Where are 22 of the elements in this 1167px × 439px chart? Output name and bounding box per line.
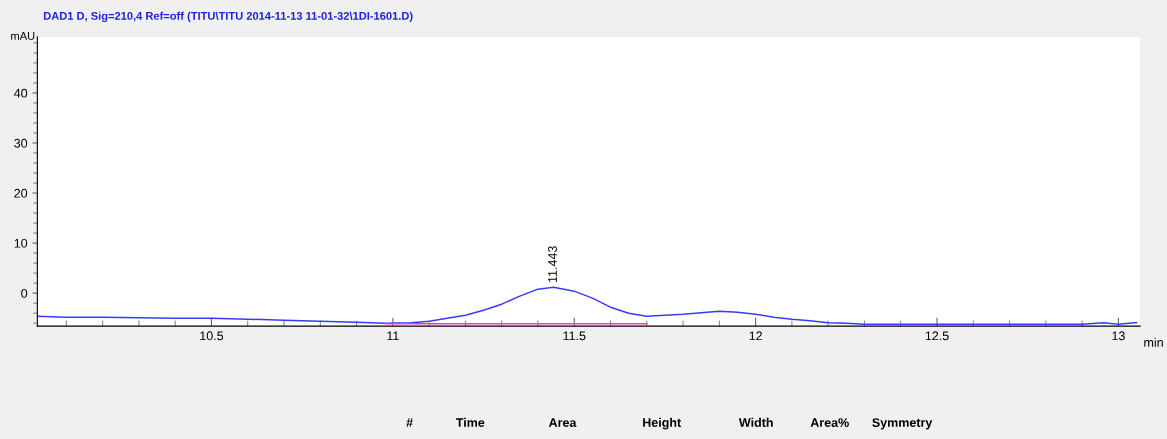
x-tick-label: 11.5 — [563, 331, 586, 341]
x-axis-title: min — [1144, 337, 1163, 347]
text: Time — [455, 417, 485, 427]
chart-title: DAD1 D, Sig=210,4 Ref=off (TITU\TITU 2014-11-13 11-01-32\1DI-1601.D) — [43, 11, 413, 23]
y-tick-label: 10 — [14, 238, 28, 248]
x-tick-label: 13 — [1112, 331, 1125, 341]
y-tick-label: 40 — [14, 88, 28, 98]
text: Area% — [810, 418, 849, 427]
annotation: 11.443 — [548, 246, 557, 283]
x-tick-label: 11 — [387, 331, 399, 341]
text: Width — [738, 417, 773, 427]
text: Area — [548, 418, 577, 427]
y-tick-label: 20 — [14, 188, 28, 198]
x-tick-label: 12 — [749, 331, 762, 341]
x-tick-label: 10.5 — [200, 331, 224, 341]
y-tick-label: 30 — [14, 138, 28, 148]
x-tick-label: 12.5 — [925, 331, 949, 341]
y-axis-title: mAU — [11, 32, 35, 40]
text: # — [406, 418, 413, 427]
y-tick-label: 0 — [21, 288, 28, 298]
text: Symmetry — [872, 418, 933, 430]
text: Height — [643, 417, 681, 430]
